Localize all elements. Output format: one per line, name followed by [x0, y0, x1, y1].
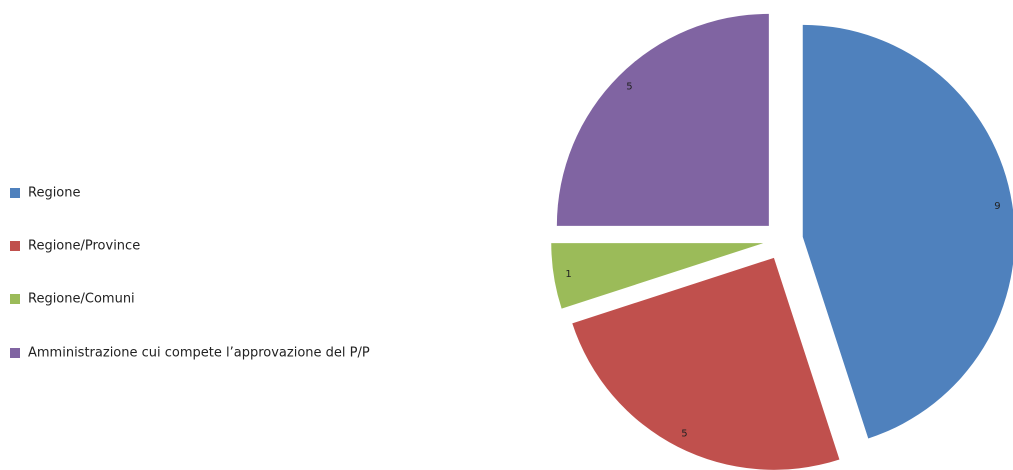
- pie-slice: [556, 13, 769, 226]
- pie-slice: [572, 257, 840, 470]
- pie-slice: [802, 24, 1013, 439]
- legend-label: Regione: [28, 186, 81, 201]
- legend-swatch: [10, 348, 20, 358]
- legend-swatch: [10, 294, 20, 304]
- legend-label: Regione/Province: [28, 239, 140, 254]
- pie-slice: [551, 243, 764, 309]
- legend-label: Regione/Comuni: [28, 292, 135, 307]
- data-label: 5: [681, 428, 687, 439]
- legend-swatch: [10, 241, 20, 251]
- legend-swatch: [10, 188, 20, 198]
- data-label: 1: [565, 269, 571, 280]
- data-label: 5: [626, 81, 632, 92]
- data-label: 9: [994, 201, 1000, 212]
- legend-label: Amministrazione cui compete l’approvazio…: [28, 346, 370, 361]
